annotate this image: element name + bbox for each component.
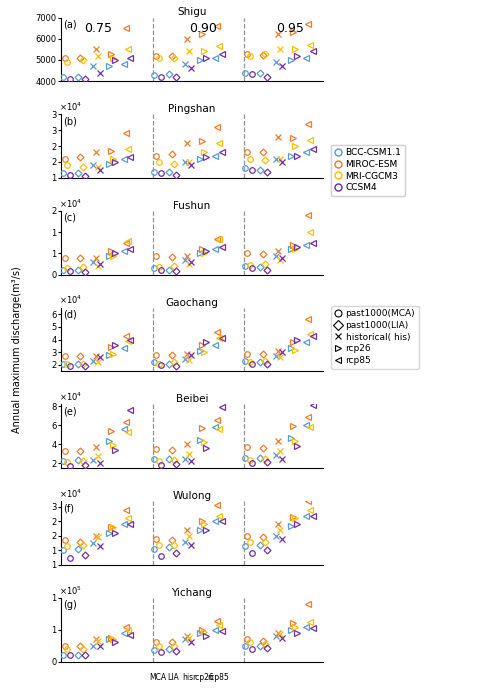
Text: rcp26: rcp26 xyxy=(192,673,214,682)
Text: $\times10^5$: $\times10^5$ xyxy=(59,584,83,596)
Title: Wulong: Wulong xyxy=(173,491,211,501)
Text: 0.90: 0.90 xyxy=(189,22,217,35)
Text: (a): (a) xyxy=(63,20,77,29)
Text: (b): (b) xyxy=(63,116,77,126)
Text: Annual maximum discharge(m³/s): Annual maximum discharge(m³/s) xyxy=(12,267,22,433)
Title: Shigu: Shigu xyxy=(177,8,207,18)
Text: MCA: MCA xyxy=(149,673,166,682)
Text: (g): (g) xyxy=(63,600,77,610)
Text: (e): (e) xyxy=(63,406,77,416)
Text: $\times10^4$: $\times10^4$ xyxy=(59,101,83,113)
Text: rcp85: rcp85 xyxy=(208,673,229,682)
Title: Yichang: Yichang xyxy=(172,588,212,598)
Text: $\times10^4$: $\times10^4$ xyxy=(59,391,83,403)
Text: $\times10^4$: $\times10^4$ xyxy=(59,487,83,500)
Text: $\times10^4$: $\times10^4$ xyxy=(59,197,83,210)
Text: 0.95: 0.95 xyxy=(276,22,304,35)
Text: (c): (c) xyxy=(63,213,76,223)
Text: his: his xyxy=(182,673,193,682)
Text: LIA: LIA xyxy=(167,673,178,682)
Title: Gaochang: Gaochang xyxy=(166,298,218,307)
Title: Beibei: Beibei xyxy=(176,394,208,405)
Title: Pingshan: Pingshan xyxy=(168,104,216,114)
Legend: BCC-CSM1.1, MIROC-ESM, MRI-CGCM3, CCSM4: BCC-CSM1.1, MIROC-ESM, MRI-CGCM3, CCSM4 xyxy=(331,144,405,196)
Text: (f): (f) xyxy=(63,503,74,513)
Legend: past1000(MCA), past1000(LIA), historical( his), rcp26, rcp85: past1000(MCA), past1000(LIA), historical… xyxy=(331,305,419,369)
Title: Fushun: Fushun xyxy=(174,201,210,211)
Text: (d): (d) xyxy=(63,309,77,320)
Text: 0.75: 0.75 xyxy=(84,22,112,35)
Text: $\times10^4$: $\times10^4$ xyxy=(59,294,83,307)
